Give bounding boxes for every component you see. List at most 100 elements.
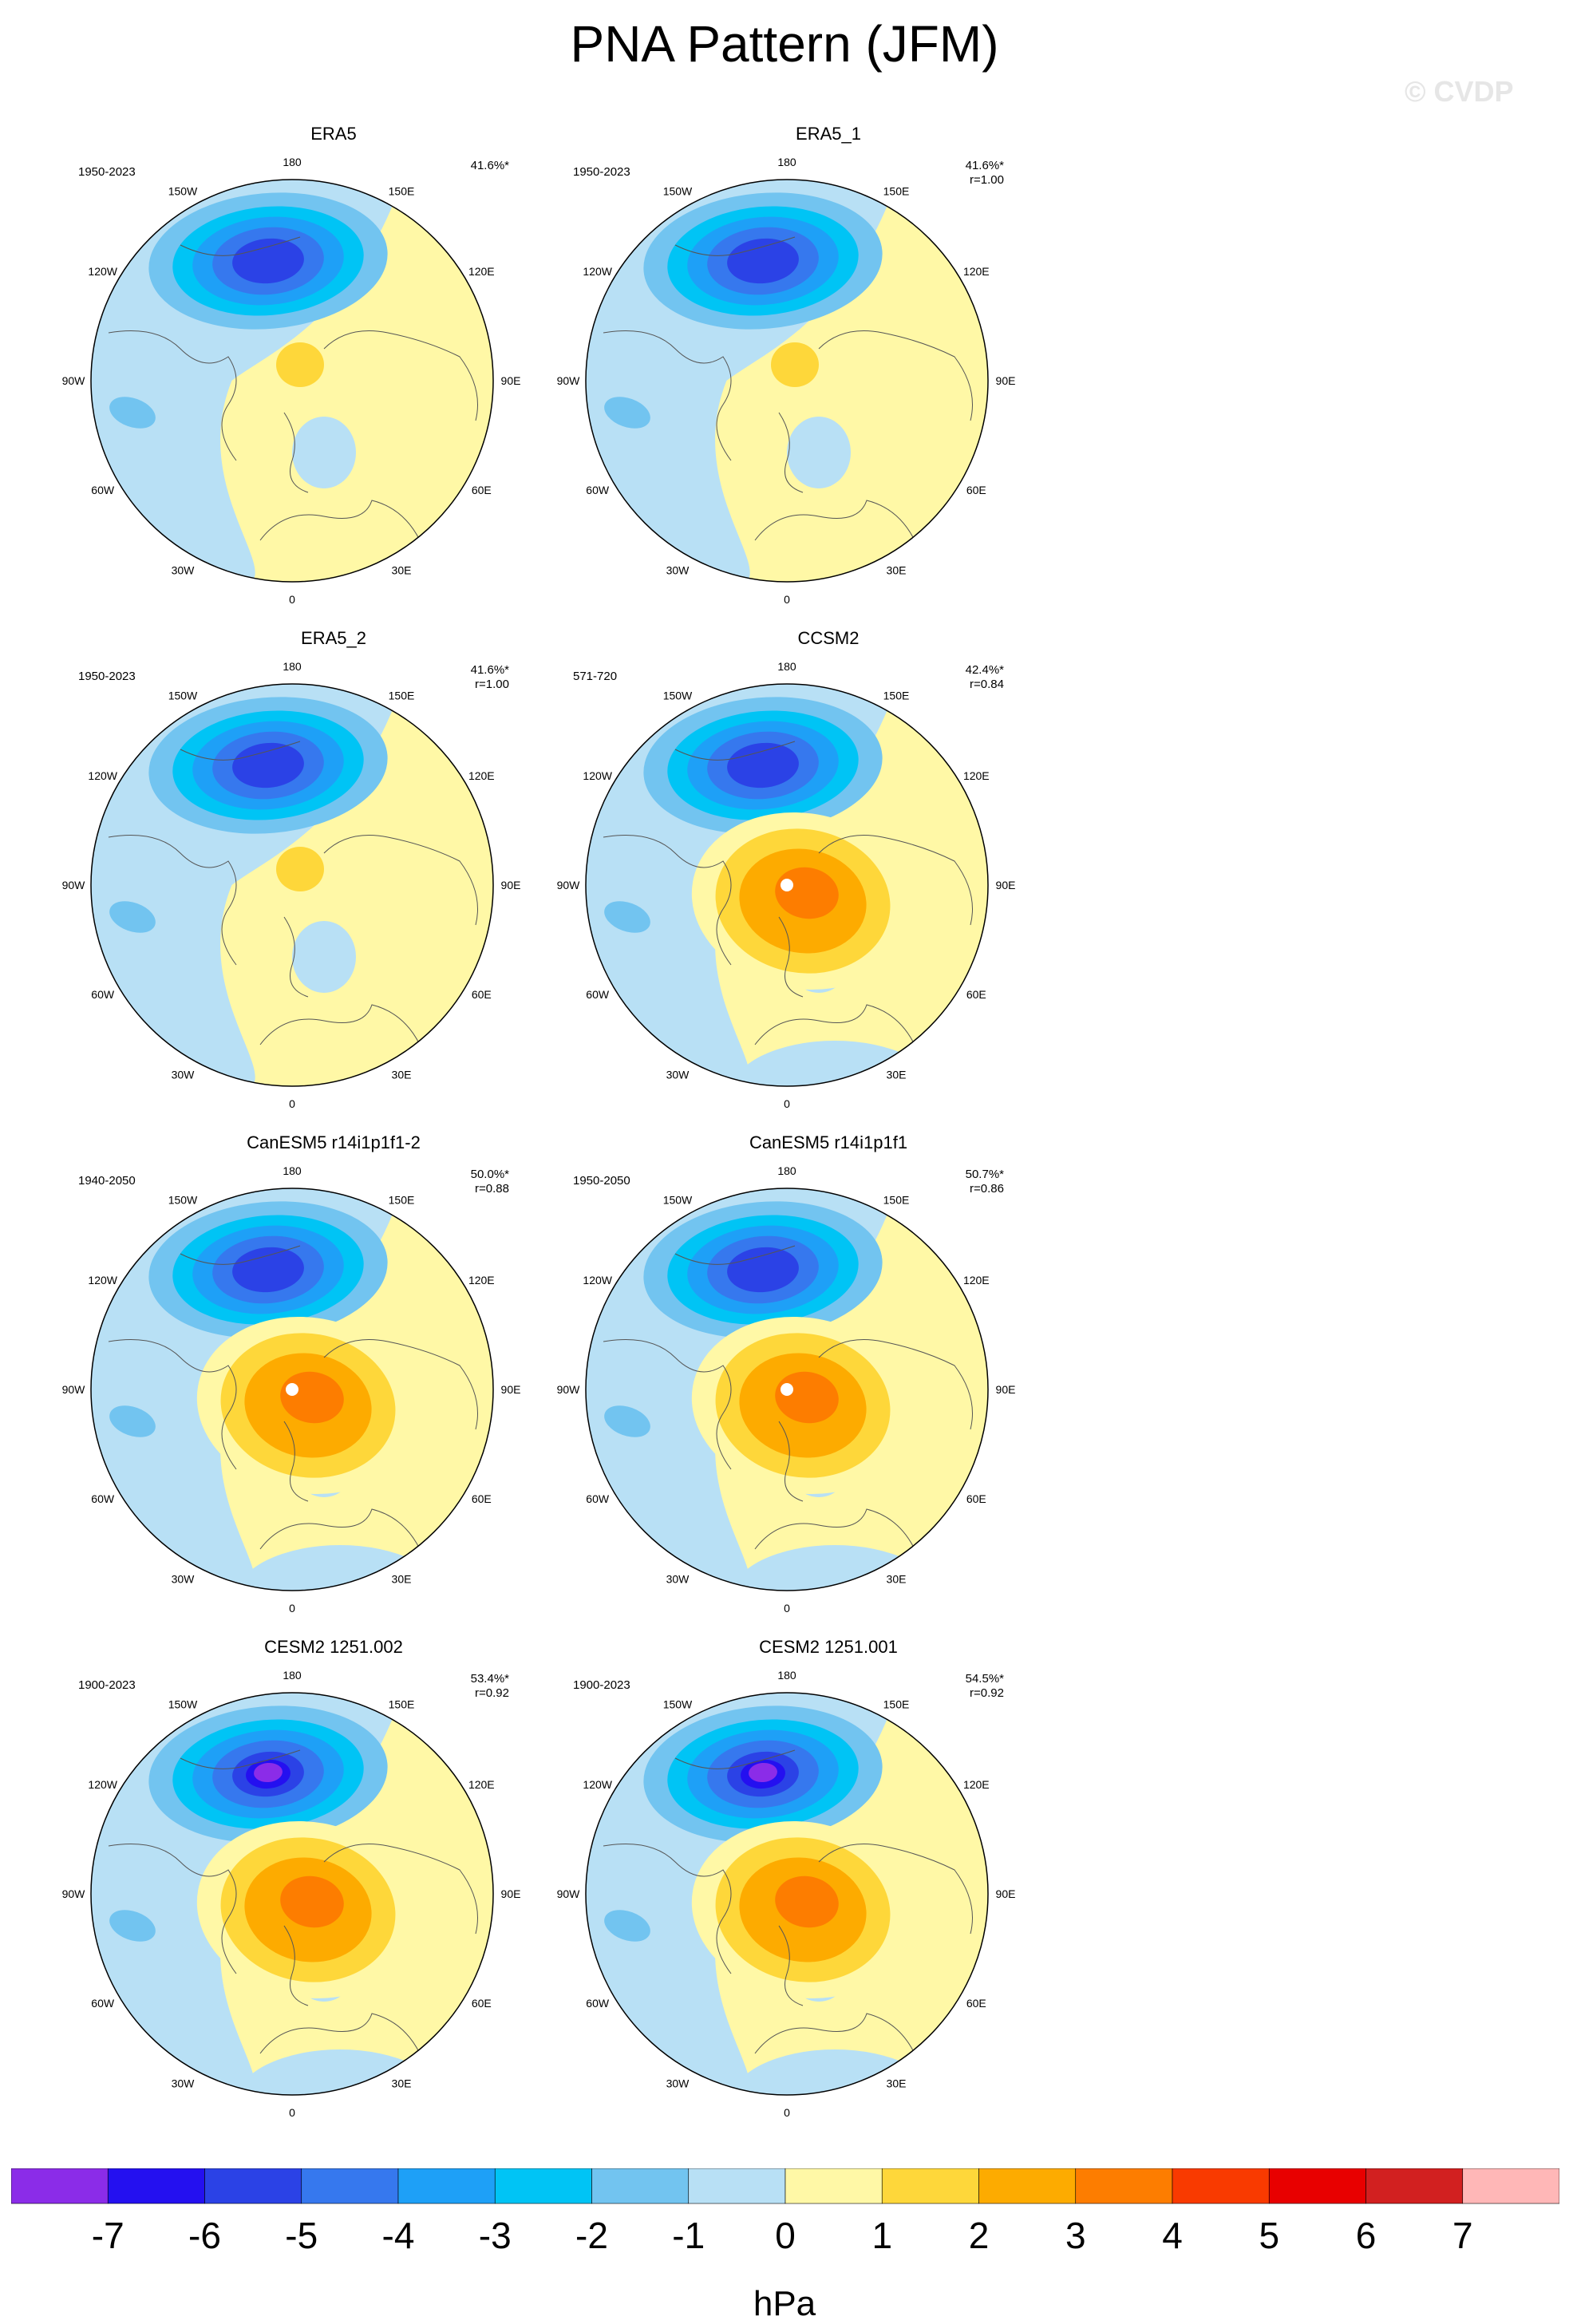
longitude-label: 90E: [996, 374, 1016, 387]
longitude-label: 90W: [62, 1887, 86, 1900]
pattern-correlation: r=0.88: [475, 1182, 509, 1196]
longitude-label: 90W: [62, 374, 86, 387]
longitude-label: 180: [777, 660, 796, 673]
panel-title: ERA5_1: [796, 124, 861, 144]
longitude-label: 60E: [472, 1492, 492, 1505]
longitude-label: 120E: [468, 769, 495, 782]
colorbar-swatch: [494, 2168, 592, 2204]
variance-explained: 42.4%*: [965, 663, 1004, 677]
coastlines: [108, 741, 478, 1045]
colorbar-tick-label: -7: [92, 2215, 124, 2256]
longitude-label: 90W: [557, 1383, 581, 1396]
map-boundary: [585, 179, 989, 583]
pattern-correlation: r=0.92: [475, 1686, 509, 1700]
colorbar-tick-label: -6: [188, 2215, 221, 2256]
colorbar-tick-label: 1: [871, 2215, 892, 2256]
high-contour-4: [775, 1875, 839, 1928]
panel-title: CESM2 1251.001: [759, 1637, 898, 1657]
map-panel: ERA5_2 1950-2023 41.6%* r=1.00 180 150E 120E 90…: [46, 628, 621, 1131]
map-panel: ERA5 1950-2023 41.6%* 180 150E 120E 90E 60E 30E 0…: [46, 124, 621, 626]
longitude-label: 150E: [389, 1698, 415, 1711]
colorbar-swatch: [1075, 2168, 1173, 2204]
low-contour-5: [232, 238, 304, 284]
longitude-label: 60E: [472, 1997, 492, 2010]
longitude-label: 90W: [557, 374, 581, 387]
longitude-label: 60E: [966, 1997, 986, 2010]
longitude-label: 150E: [883, 1698, 910, 1711]
slp-contours: [91, 1188, 493, 1591]
longitude-label: 60W: [91, 1492, 115, 1505]
colorbar-swatch: [688, 2168, 786, 2204]
pattern-correlation: r=0.92: [970, 1686, 1004, 1700]
panel-period: 1900-2023: [78, 1678, 136, 1692]
colorbar-swatch: [1268, 2168, 1366, 2204]
slp-contours: [91, 684, 493, 1086]
longitude-label: 60W: [586, 1492, 610, 1505]
map-panel: CCSM2 571-720 42.4%* r=0.84 180 150E 120E 90E 60…: [541, 628, 1116, 1131]
longitude-label: 180: [777, 156, 796, 168]
atlantic-low: [604, 901, 650, 933]
slp-contours: [586, 180, 988, 582]
colorbar-swatch: [784, 2168, 883, 2204]
low-contour-5: [727, 238, 799, 284]
variance-explained: 54.5%*: [965, 1672, 1004, 1686]
europe-low: [787, 417, 851, 488]
longitude-label: 150W: [663, 1194, 693, 1207]
low-contour-5: [727, 742, 799, 788]
colorbar-swatch: [301, 2168, 399, 2204]
longitude-label: 30E: [392, 1572, 412, 1585]
coastlines: [603, 236, 973, 541]
longitude-label: 120E: [963, 265, 990, 278]
coastlines: [108, 1749, 478, 2054]
longitude-label: 30W: [172, 1068, 196, 1081]
longitude-label: 150E: [883, 185, 910, 198]
low-contour-5: [232, 742, 304, 788]
map-boundary: [585, 1692, 989, 2096]
colorbar-swatch: [978, 2168, 1077, 2204]
cvdp-watermark: © CVDP: [1405, 75, 1514, 108]
low-contour-5: [727, 1247, 799, 1293]
panel-title: ERA5_2: [301, 628, 366, 648]
panel-title: CCSM2: [797, 628, 860, 648]
longitude-label: 120E: [468, 1778, 495, 1791]
longitude-label: 30E: [887, 563, 907, 576]
longitude-label: 150W: [663, 690, 693, 702]
longitude-label: 30E: [392, 1068, 412, 1081]
europe-low: [292, 921, 356, 993]
colorbar-tick-label: -4: [382, 2215, 415, 2256]
pole-marker: [781, 1383, 793, 1396]
panel-title: CESM2 1251.002: [264, 1637, 403, 1657]
longitude-label: 60W: [586, 484, 610, 496]
map-boundary: [90, 1692, 494, 2096]
longitude-label: 90W: [62, 1383, 86, 1396]
panel-title: CanESM5 r14i1p1f1: [749, 1132, 908, 1152]
longitude-label: 60W: [586, 1997, 610, 2010]
polar-map: 180 150E 120E 90E 60E 30E 0 30W 60W 90W 120W 150W: [557, 1164, 1016, 1615]
longitude-label: 120W: [583, 265, 612, 278]
longitude-label: 180: [283, 1669, 302, 1682]
colorbar-swatch: [1462, 2168, 1559, 2204]
longitude-label: 30W: [666, 563, 690, 576]
longitude-label: 180: [777, 1669, 796, 1682]
longitude-label: 60E: [966, 988, 986, 1001]
longitude-label: 60W: [586, 988, 610, 1001]
longitude-label: 90W: [557, 1887, 581, 1900]
slp-contours: [91, 1693, 493, 2095]
atlantic-low: [109, 1405, 156, 1437]
longitude-label: 90E: [996, 1887, 1016, 1900]
longitude-label: 120E: [963, 1778, 990, 1791]
colorbar-tick-label: 0: [775, 2215, 796, 2256]
panel-stats: 53.4%* r=0.92: [471, 1672, 509, 1701]
coastlines: [603, 741, 973, 1045]
colorbar-tick-label: 3: [1065, 2215, 1086, 2256]
longitude-label: 30E: [392, 2077, 412, 2089]
polar-map: 180 150E 120E 90E 60E 30E 0 30W 60W 90W 120W 150W: [62, 660, 521, 1110]
map-panel: CanESM5 r14i1p1f1-2 1940-2050 50.0%* r=0.88…: [46, 1132, 621, 1635]
colorbar-tick-label: 2: [969, 2215, 990, 2256]
longitude-label: 30E: [887, 1572, 907, 1585]
slp-contours: [586, 1693, 988, 2095]
longitude-label: 60E: [966, 484, 986, 496]
map-panel: CESM2 1251.001 1900-2023 54.5%* r=0.92 180 15…: [541, 1637, 1116, 2140]
longitude-label: 120W: [583, 1274, 612, 1286]
panel-stats: 41.6%* r=1.00: [966, 159, 1004, 188]
